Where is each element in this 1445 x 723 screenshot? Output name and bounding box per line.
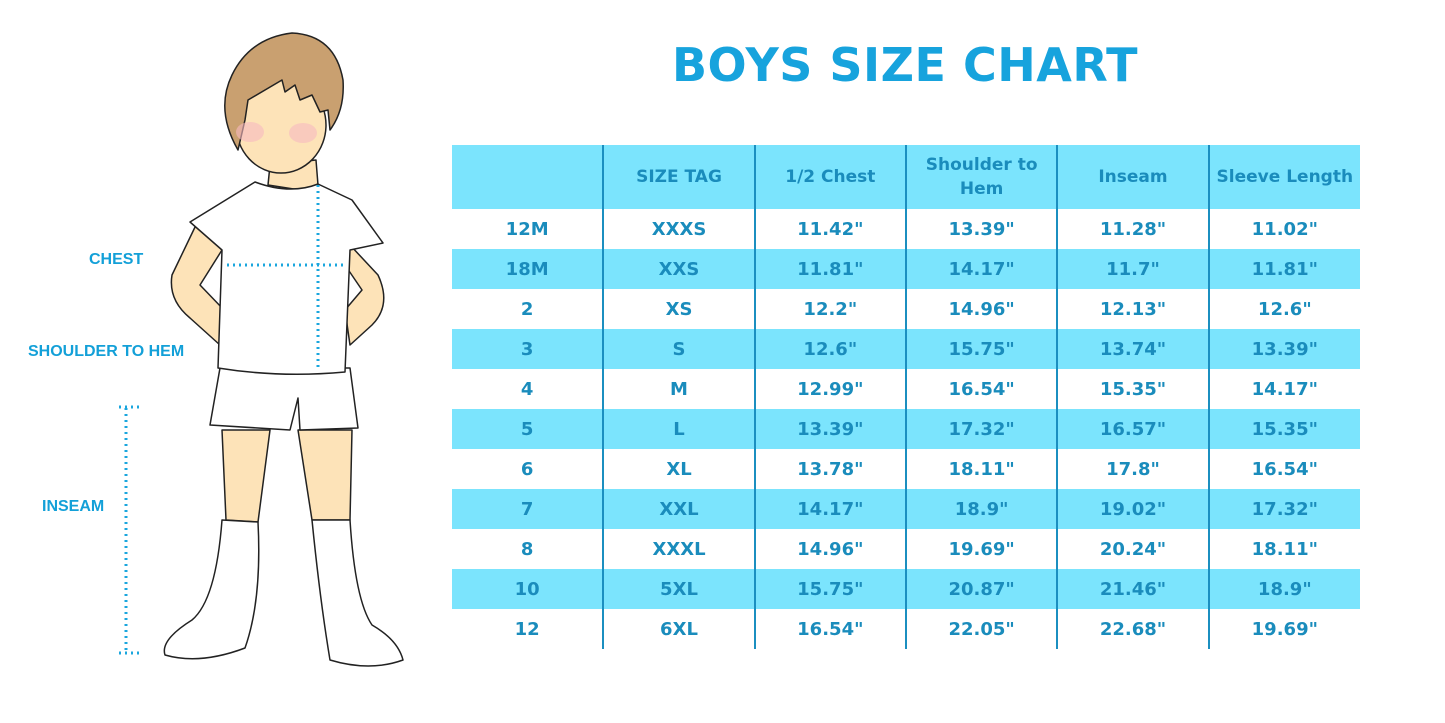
table-cell: M (602, 369, 755, 409)
table-cell: XXXS (602, 209, 755, 249)
table-cell: 16.57" (1056, 409, 1209, 449)
table-cell: 14.17" (904, 249, 1058, 289)
inseam-label: INSEAM (42, 498, 105, 515)
table-cell: 17.8" (1056, 449, 1209, 489)
table-cell: 15.35" (1056, 369, 1209, 409)
table-cell: 18.11" (904, 449, 1058, 489)
left-sock (163, 519, 260, 660)
right-sock (311, 519, 404, 667)
header-size (452, 145, 604, 209)
table-cell: 22.68" (1056, 609, 1209, 649)
page-title: BOYS SIZE CHART (671, 38, 1139, 92)
table-cell: 11.28" (1056, 209, 1209, 249)
table-cell: 8 (520, 538, 534, 560)
table-row: 2 XS 12.2" 14.96" 12.13" 12.6" (452, 289, 1360, 329)
table-cell: 22.05" (904, 609, 1058, 649)
table-cell: 21.46" (1056, 569, 1209, 609)
table-cell: 19.69" (1207, 609, 1360, 649)
table-cell: 12M (505, 218, 549, 240)
table-cell: 11.42" (753, 209, 906, 249)
table-cell: 20.87" (904, 569, 1058, 609)
left-arm (170, 224, 225, 346)
table-row: 10 5XL 15.75" 20.87" 21.46" 18.9" (452, 569, 1360, 609)
table-cell: 12.99" (753, 369, 906, 409)
header-half-chest: 1/2 Chest (753, 145, 906, 209)
table-row: 3 S 12.6" 15.75" 13.74" 13.39" (452, 329, 1360, 369)
table-cell: 19.02" (1056, 489, 1209, 529)
table-cell: 15.75" (904, 329, 1058, 369)
table-cell: 15.35" (1207, 409, 1360, 449)
table-row: 12M XXXS 11.42" 13.39" 11.28" 11.02" (452, 209, 1360, 249)
table-cell: 16.54" (1207, 449, 1360, 489)
table-cell: L (602, 409, 755, 449)
table-cell: 14.17" (753, 489, 906, 529)
table-cell: 4 (520, 378, 534, 400)
table-cell: 15.75" (753, 569, 906, 609)
table-row: 7 XXL 14.17" 18.9" 19.02" 17.32" (452, 489, 1360, 529)
header-sleeve-length: Sleeve Length (1207, 145, 1360, 209)
table-cell: 12.6" (1207, 289, 1360, 329)
table-row: 5 L 13.39" 17.32" 16.57" 15.35" (452, 409, 1360, 449)
table-cell: XXXL (602, 529, 755, 569)
table-cell: 11.81" (753, 249, 906, 289)
table-cell: 18M (452, 249, 604, 289)
table-cell: 13.39" (904, 209, 1058, 249)
table-cell: 6 (520, 458, 534, 480)
table-cell: XS (602, 289, 755, 329)
table-row: 6 XL 13.78" 18.11" 17.8" 16.54" (452, 449, 1360, 489)
table-cell: XL (602, 449, 755, 489)
table-cell: 16.54" (904, 369, 1058, 409)
table-cell: 20.24" (1056, 529, 1209, 569)
table-cell: 5XL (602, 569, 755, 609)
table-cell: 5 (452, 409, 604, 449)
table-cell: 14.96" (753, 529, 906, 569)
table-cell: 3 (452, 329, 604, 369)
table-cell: 19.69" (904, 529, 1058, 569)
chest-label: CHEST (89, 251, 144, 268)
table-row: 4 M 12.99" 16.54" 15.35" 14.17" (452, 369, 1360, 409)
table-cell: 7 (452, 489, 604, 529)
table-row: 12 6XL 16.54" 22.05" 22.68" 19.69" (452, 609, 1360, 649)
table-cell: 2 (520, 298, 534, 320)
table-header-row: SIZE TAG 1/2 Chest Shoulder to Hem Insea… (452, 145, 1360, 209)
table-cell: 18.9" (1207, 569, 1360, 609)
table-cell: 6XL (602, 609, 755, 649)
legs (221, 429, 353, 523)
table-cell: 12.2" (753, 289, 906, 329)
table-cell: XXS (602, 249, 755, 289)
hair (224, 32, 344, 151)
boy-measurement-illustration (119, 32, 404, 667)
shorts (209, 367, 359, 431)
table-cell: 12.13" (1056, 289, 1209, 329)
t-shirt (189, 181, 384, 375)
size-chart-table: SIZE TAG 1/2 Chest Shoulder to Hem Insea… (452, 145, 1360, 649)
header-inseam: Inseam (1056, 145, 1209, 209)
shoulder-to-hem-label: SHOULDER TO HEM (28, 343, 185, 360)
table-cell: 18.11" (1207, 529, 1360, 569)
table-cell: 12 (514, 618, 540, 640)
table-cell: 13.39" (1207, 329, 1360, 369)
table-cell: 13.74" (1056, 329, 1209, 369)
table-cell: 11.7" (1056, 249, 1209, 289)
table-cell: 16.54" (753, 609, 906, 649)
header-shoulder-to-hem: Shoulder to Hem (904, 145, 1058, 209)
table-cell: 12.6" (753, 329, 906, 369)
table-cell: 17.32" (1207, 489, 1360, 529)
table-cell: 18.9" (904, 489, 1058, 529)
table-cell: 14.17" (1207, 369, 1360, 409)
table-cell: 17.32" (904, 409, 1058, 449)
right-arm (344, 244, 385, 346)
table-row: 8 XXXL 14.96" 19.69" 20.24" 18.11" (452, 529, 1360, 569)
table-cell: 10 (452, 569, 604, 609)
table-cell: S (602, 329, 755, 369)
table-cell: XXL (602, 489, 755, 529)
table-cell: 11.02" (1207, 209, 1360, 249)
header-size-tag: SIZE TAG (602, 145, 755, 209)
table-cell: 13.39" (753, 409, 906, 449)
table-cell: 14.96" (904, 289, 1058, 329)
table-row: 18M XXS 11.81" 14.17" 11.7" 11.81" (452, 249, 1360, 289)
table-cell: 11.81" (1207, 249, 1360, 289)
table-cell: 13.78" (753, 449, 906, 489)
